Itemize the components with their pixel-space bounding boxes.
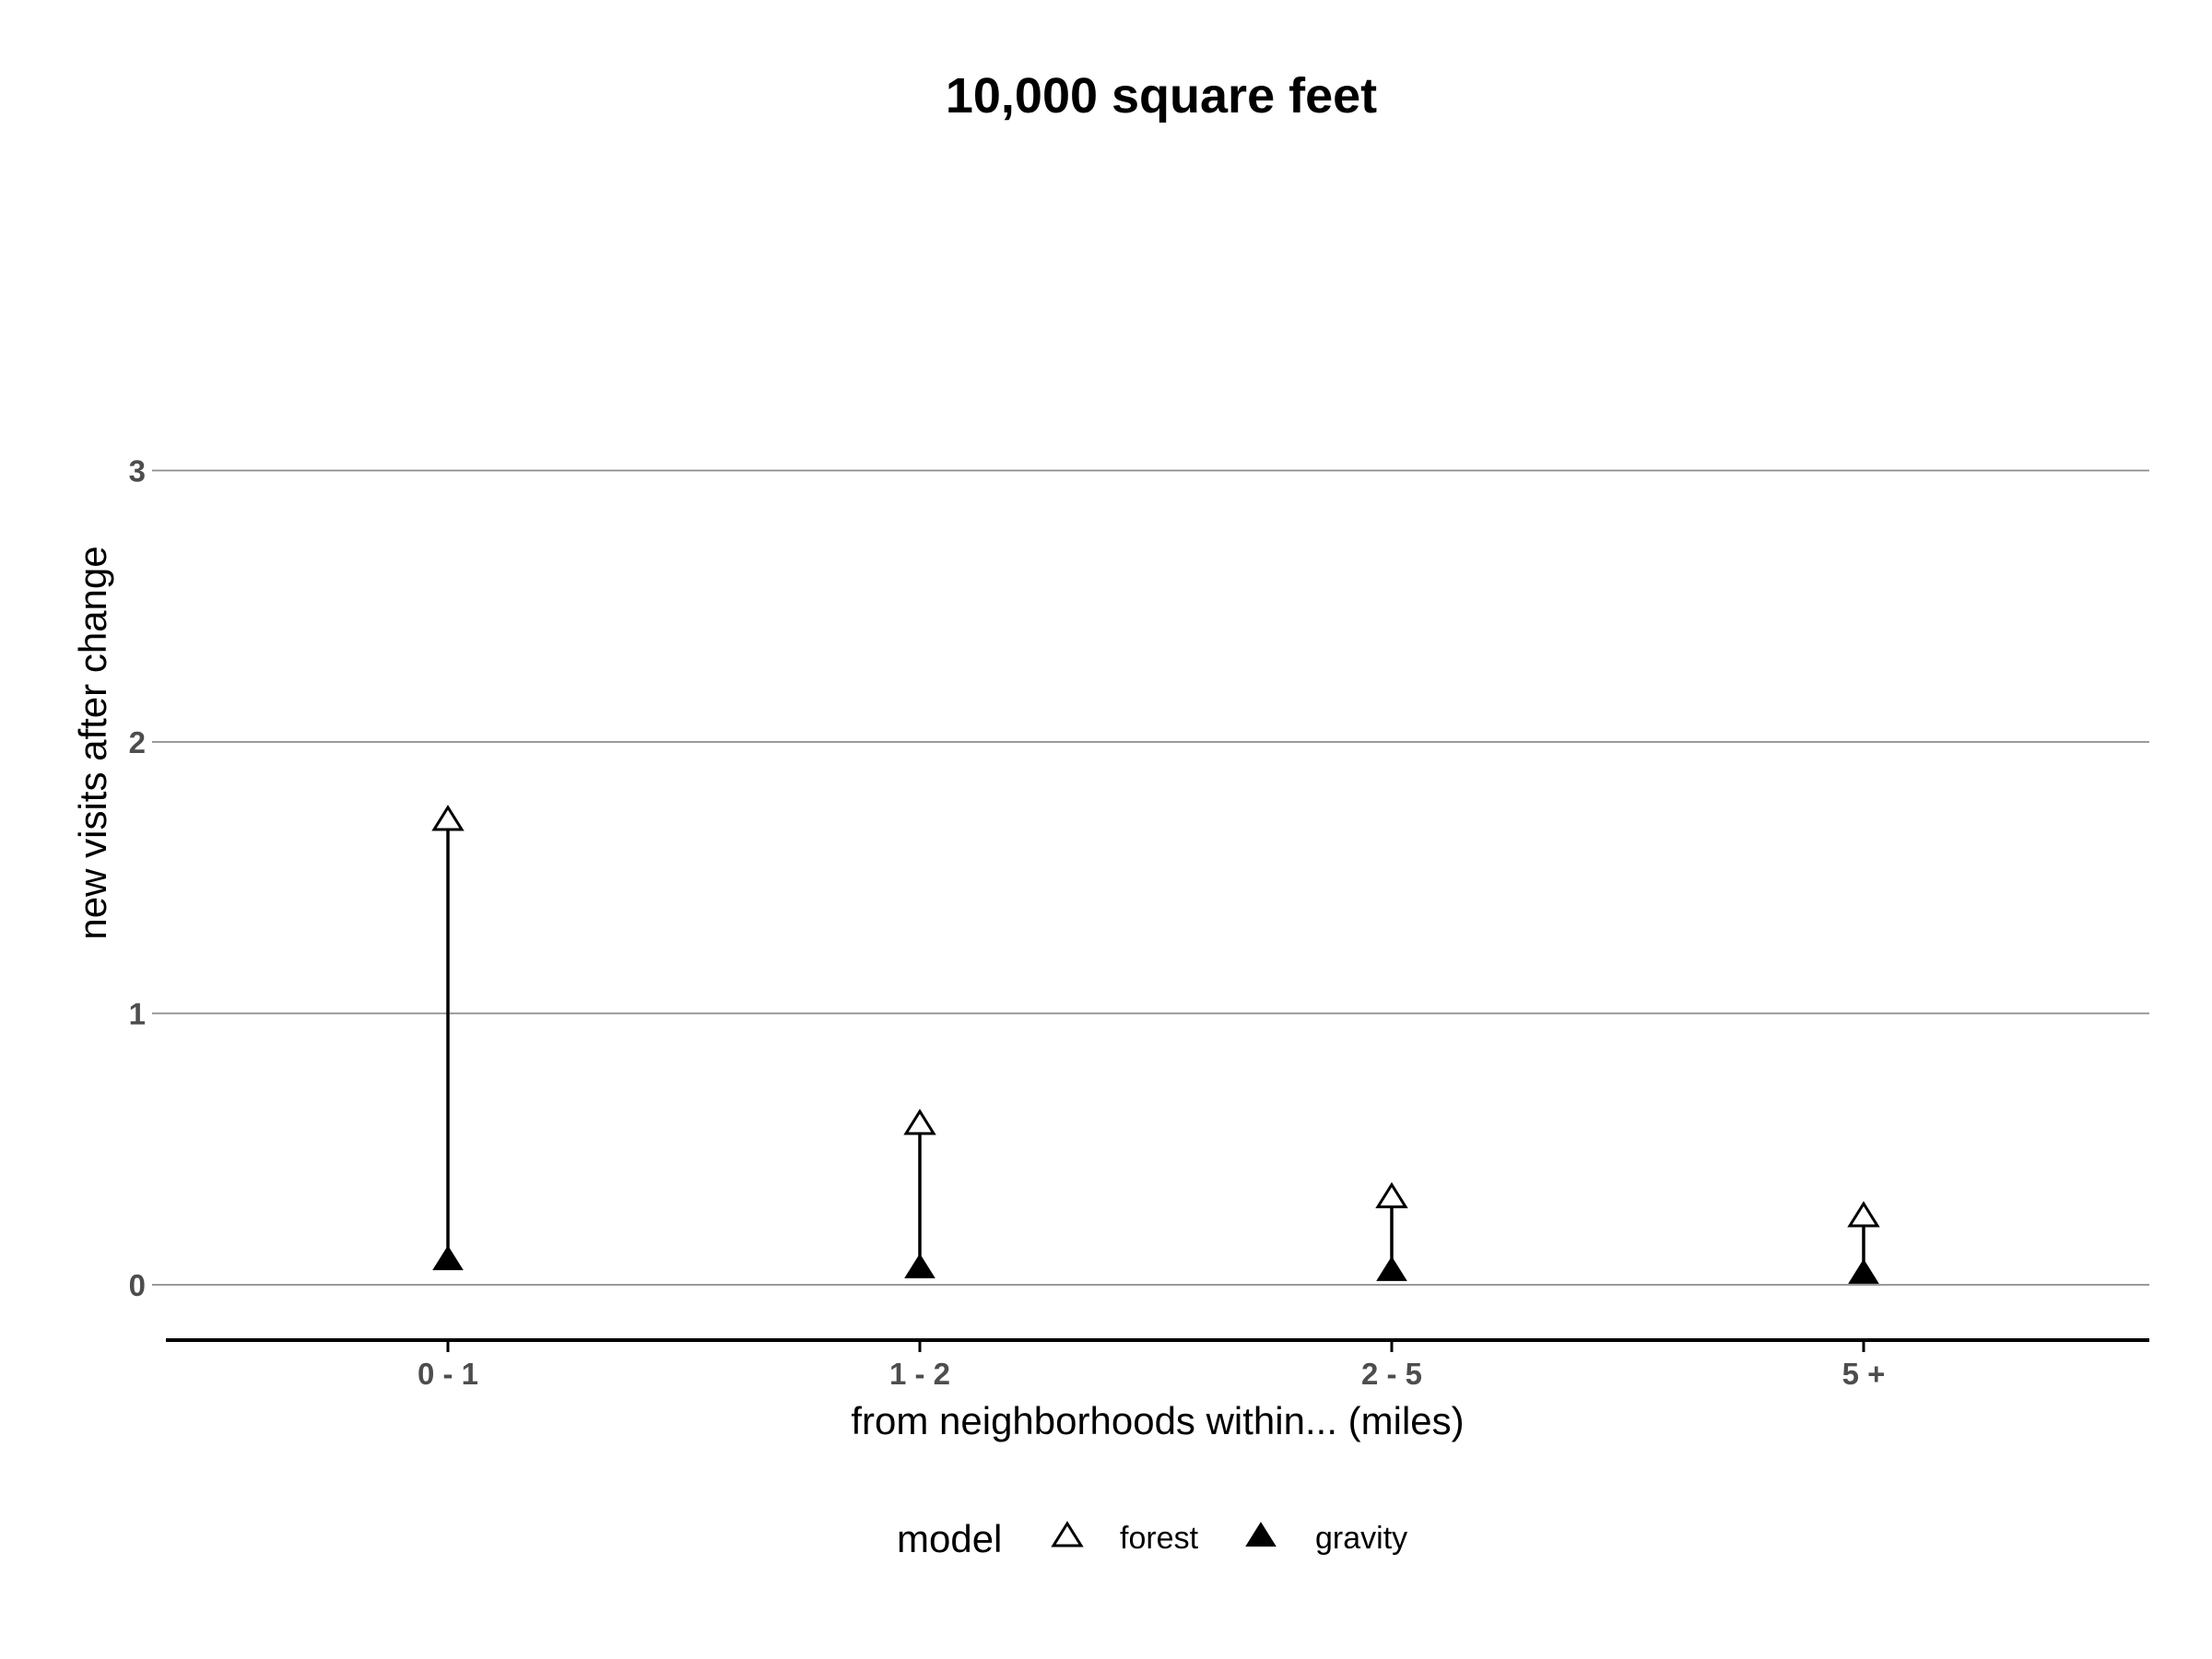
x-ticks: 0 - 1 1 - 2 2 - 5 5 + [418,1340,1885,1391]
forest-point-3 [1847,1201,1880,1228]
x-tick-label-2: 2 - 5 [1361,1357,1422,1391]
x-tick-label-3: 5 + [1842,1357,1886,1391]
y-tick-label-2: 2 [129,725,146,759]
gravity-point-0 [432,1245,464,1271]
gravity-point-3 [1848,1258,1879,1284]
chart-title: 10,000 square feet [946,68,1377,124]
forest-point-2 [1375,1182,1408,1208]
y-axis-title: new visits after change [71,546,114,939]
legend-gravity-marker [1245,1522,1277,1547]
legend: model forest gravity [897,1517,1407,1560]
gridlines [152,469,2149,1286]
y-tick-label-0: 0 [129,1268,146,1302]
x-tick-label-1: 1 - 2 [889,1357,950,1391]
gravity-point-1 [904,1253,935,1278]
segments [446,820,1865,1275]
y-tick-labels: 0 1 2 3 [129,454,146,1303]
legend-gravity-label: gravity [1315,1521,1407,1556]
x-axis-title: from neighborhoods within... (miles) [851,1399,1464,1442]
y-tick-label-3: 3 [129,454,146,488]
legend-title: model [897,1517,1002,1560]
forest-point-1 [903,1109,936,1135]
legend-forest-marker [1051,1521,1084,1547]
points [431,805,1880,1284]
gravity-point-2 [1376,1255,1407,1281]
forest-point-0 [431,805,465,831]
y-tick-label-1: 1 [129,997,146,1031]
x-tick-label-0: 0 - 1 [418,1357,478,1391]
legend-forest-label: forest [1120,1521,1199,1556]
